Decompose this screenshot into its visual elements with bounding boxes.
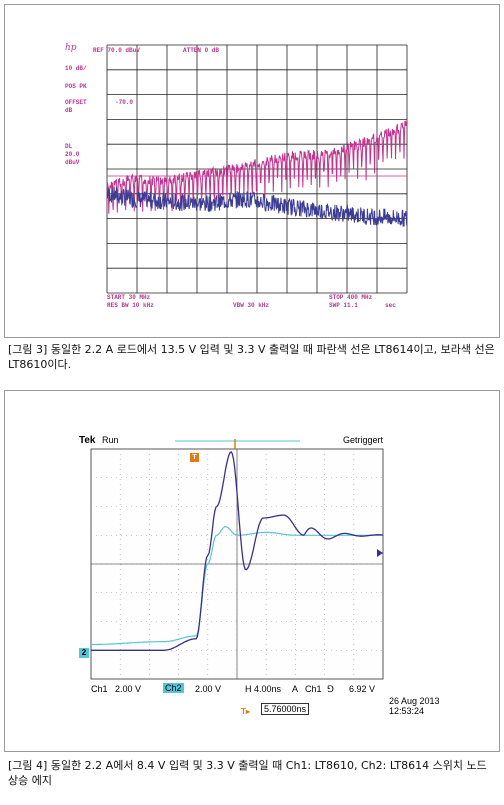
trigger-level: 6.92 V [349,684,376,694]
trace-lt8614 [106,186,408,227]
resolution-bandwidth: RES BW 10 kHz [107,302,154,309]
trigger-mode: A [292,684,299,694]
caption-text: 동일한 2.2 A에서 8.4 V 입력 및 3.3 V 출력일 때 Ch1: … [8,759,487,787]
hp-logo: hp [65,43,77,53]
ref-level: REF 70.0 dBuV [93,47,140,54]
trigger-level-arrow [377,549,383,557]
trigger-status: Getriggert [343,435,384,445]
tek-brand: Tek [79,435,96,446]
trigger-position-marker[interactable]: T [190,453,199,462]
spectrum-plot [5,5,499,337]
attenuation: ATTEN 0 dB [183,47,220,54]
display-line-unit: dBuV [65,159,80,166]
caption-text: 동일한 2.2 A 로드에서 13.5 V 입력 및 3.3 V 출력일 때 파… [8,343,495,371]
trigger-slope-icon: ⅁ [327,684,334,694]
ch2-waveform [91,525,383,646]
offset-value: -70.0 [115,99,134,106]
delay-icon: T▸ [241,707,250,716]
delay-value: 5.76000ns [261,703,310,715]
trace-lt8610 [106,120,408,214]
spectrum-analyzer-figure: hp REF 70.0 dBuV ATTEN 0 dB 10 dB/ POS P… [4,4,500,338]
timebase: H 4.00ns [245,684,282,694]
offset-label: OFFSET [65,99,87,106]
ch2-label: Ch2 [163,683,184,693]
detector-mode: POS PK [65,83,87,90]
capture-time: 12:53:24 [389,706,425,716]
display-line-label: DL [65,143,73,150]
ch2-ground-marker[interactable]: 2 [79,648,89,658]
sweep-unit: sec [385,302,396,309]
trigger-source: Ch1 [305,684,322,694]
offset-unit: dB [65,107,73,114]
stop-frequency: STOP 400 MHz [329,294,373,301]
run-status: Run [102,435,119,445]
caption-number: [그림 3] [8,343,48,356]
caption-number: [그림 4] [8,759,48,772]
scale-per-div: 10 dB/ [65,65,87,72]
ch2-scale: 2.00 V [195,684,222,694]
ch1-waveform [91,450,384,651]
figure-3-caption: [그림 3] 동일한 2.2 A 로드에서 13.5 V 입력 및 3.3 V … [8,342,496,372]
ch1-scale: 2.00 V [115,684,142,694]
oscilloscope-figure: Tek Run Getriggert T 2 Ch1 2.00 V Ch2 2.… [4,390,500,752]
oscilloscope-plot [5,391,499,751]
video-bandwidth: VBW 30 kHz [233,302,270,309]
figure-4-caption: [그림 4] 동일한 2.2 A에서 8.4 V 입력 및 3.3 V 출력일 … [8,758,496,788]
ch1-label: Ch1 [91,684,108,694]
sweep-time: SWP 11.1 [329,302,358,309]
start-frequency: START 30 MHz [107,294,151,301]
display-line-value: 20.0 [65,151,80,158]
capture-date: 26 Aug 2013 [389,696,440,706]
